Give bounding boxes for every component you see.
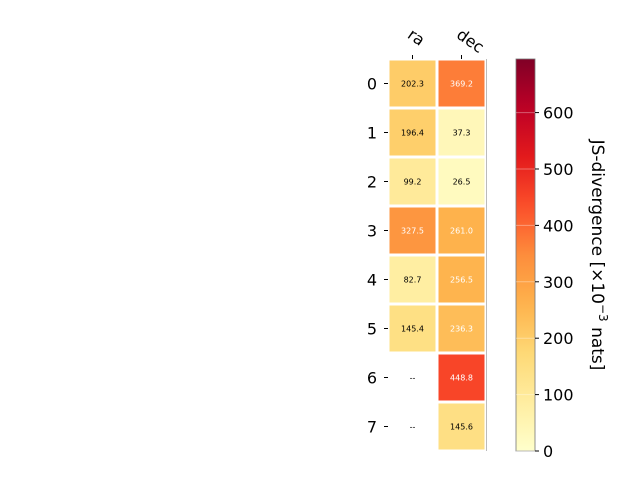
heatmap-cell xyxy=(389,109,436,156)
row-tick-label: 6 xyxy=(367,369,377,388)
row-tick-label: 0 xyxy=(367,75,377,94)
row-tick-label: 3 xyxy=(367,222,377,241)
cell-value-label: 448.8 xyxy=(450,374,473,383)
heatmap-cell xyxy=(389,60,436,107)
heatmap-cell xyxy=(438,403,485,450)
colorbar-title: JS-divergence [×10−3 nats] xyxy=(587,139,610,371)
heatmap-cell xyxy=(389,158,436,205)
cell-value-label: 82.7 xyxy=(404,276,422,285)
cell-value-label: -- xyxy=(410,423,416,432)
heatmap-cell xyxy=(389,207,436,254)
row-tick-label: 1 xyxy=(367,124,377,143)
cell-value-label: 261.0 xyxy=(450,227,473,236)
cell-value-label: 26.5 xyxy=(453,178,471,187)
cell-value-label: 145.6 xyxy=(450,423,473,432)
colorbar-gradient xyxy=(515,58,536,452)
colorbar-tick-label: 600 xyxy=(543,104,574,123)
heatmap-cell xyxy=(438,354,485,401)
heatmap-axes: 0 1 2 3 4 5 6 7 ra dec xyxy=(367,25,488,451)
heatmap-cell xyxy=(389,305,436,352)
cell-value-label: 236.3 xyxy=(450,325,473,334)
cell-value-label: 37.3 xyxy=(453,129,471,138)
cell-value-label: 196.4 xyxy=(401,129,424,138)
heatmap-cell xyxy=(438,60,485,107)
row-tick-label: 4 xyxy=(367,271,377,290)
cell-value-label: 327.5 xyxy=(401,227,424,236)
colorbar-tick-label: 300 xyxy=(543,273,574,292)
column-tick-label: ra xyxy=(404,25,428,50)
colorbar-tick-label: 400 xyxy=(543,216,574,235)
colorbar-tick-label: 0 xyxy=(543,442,553,461)
cell-value-label: -- xyxy=(410,374,416,383)
cell-value-label: 99.2 xyxy=(404,178,422,187)
cell-value-label: 256.5 xyxy=(450,276,473,285)
row-tick-label: 2 xyxy=(367,173,377,192)
colorbar: 0 100 200 300 400 500 600 JS-divergence [×10−3 … xyxy=(515,58,610,461)
cell-value-label: 369.2 xyxy=(450,80,473,89)
heatmap-cell xyxy=(438,207,485,254)
heatmap-cell xyxy=(438,158,485,205)
cell-value-label: 202.3 xyxy=(401,80,424,89)
row-tick-label: 5 xyxy=(367,320,377,339)
colorbar-tick-label: 200 xyxy=(543,329,574,348)
heatmap-cell xyxy=(389,256,436,303)
heatmap-cell xyxy=(438,109,485,156)
heatmap-cell xyxy=(438,305,485,352)
cell-value-label: 145.4 xyxy=(401,325,424,334)
heatmap-cell xyxy=(438,256,485,303)
colorbar-tick-label: 500 xyxy=(543,160,574,179)
row-tick-label: 7 xyxy=(367,418,377,437)
column-tick-label: dec xyxy=(453,25,487,57)
colorbar-tick-label: 100 xyxy=(543,386,574,405)
heatmap-cells: 202.3 369.2 196.4 37.3 99.2 26.5 327.5 261.0 82.… xyxy=(389,60,485,450)
